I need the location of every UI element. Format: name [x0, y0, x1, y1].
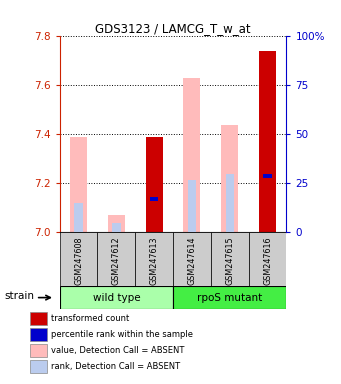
Bar: [135, 232, 173, 286]
Bar: [226, 174, 234, 232]
Bar: [221, 124, 238, 232]
Text: value, Detection Call = ABSENT: value, Detection Call = ABSENT: [51, 346, 184, 355]
Text: strain: strain: [5, 291, 35, 301]
Text: transformed count: transformed count: [51, 314, 130, 323]
Text: rank, Detection Call = ABSENT: rank, Detection Call = ABSENT: [51, 362, 180, 371]
Bar: [211, 232, 249, 286]
Bar: [108, 215, 125, 232]
Text: GSM247616: GSM247616: [263, 236, 272, 285]
Bar: [173, 286, 286, 309]
Text: wild type: wild type: [92, 293, 140, 303]
Bar: [30, 344, 47, 357]
Bar: [60, 286, 173, 309]
Text: GSM247614: GSM247614: [188, 236, 196, 285]
Bar: [249, 232, 286, 286]
Bar: [60, 232, 98, 286]
Text: GSM247613: GSM247613: [150, 236, 159, 285]
Bar: [146, 137, 163, 232]
Bar: [30, 313, 47, 325]
Bar: [263, 174, 272, 178]
Text: percentile rank within the sample: percentile rank within the sample: [51, 330, 193, 339]
Bar: [259, 51, 276, 232]
Bar: [183, 78, 201, 232]
Bar: [74, 203, 83, 232]
Text: GSM247612: GSM247612: [112, 236, 121, 285]
Bar: [112, 222, 120, 232]
Text: rpoS mutant: rpoS mutant: [197, 293, 262, 303]
Bar: [70, 137, 87, 232]
Text: GSM247608: GSM247608: [74, 236, 83, 285]
Bar: [98, 232, 135, 286]
Bar: [150, 197, 158, 202]
Text: GSM247615: GSM247615: [225, 236, 234, 285]
Bar: [30, 360, 47, 372]
Title: GDS3123 / LAMCG_T_w_at: GDS3123 / LAMCG_T_w_at: [95, 22, 251, 35]
Bar: [30, 328, 47, 341]
Bar: [173, 232, 211, 286]
Bar: [188, 180, 196, 232]
